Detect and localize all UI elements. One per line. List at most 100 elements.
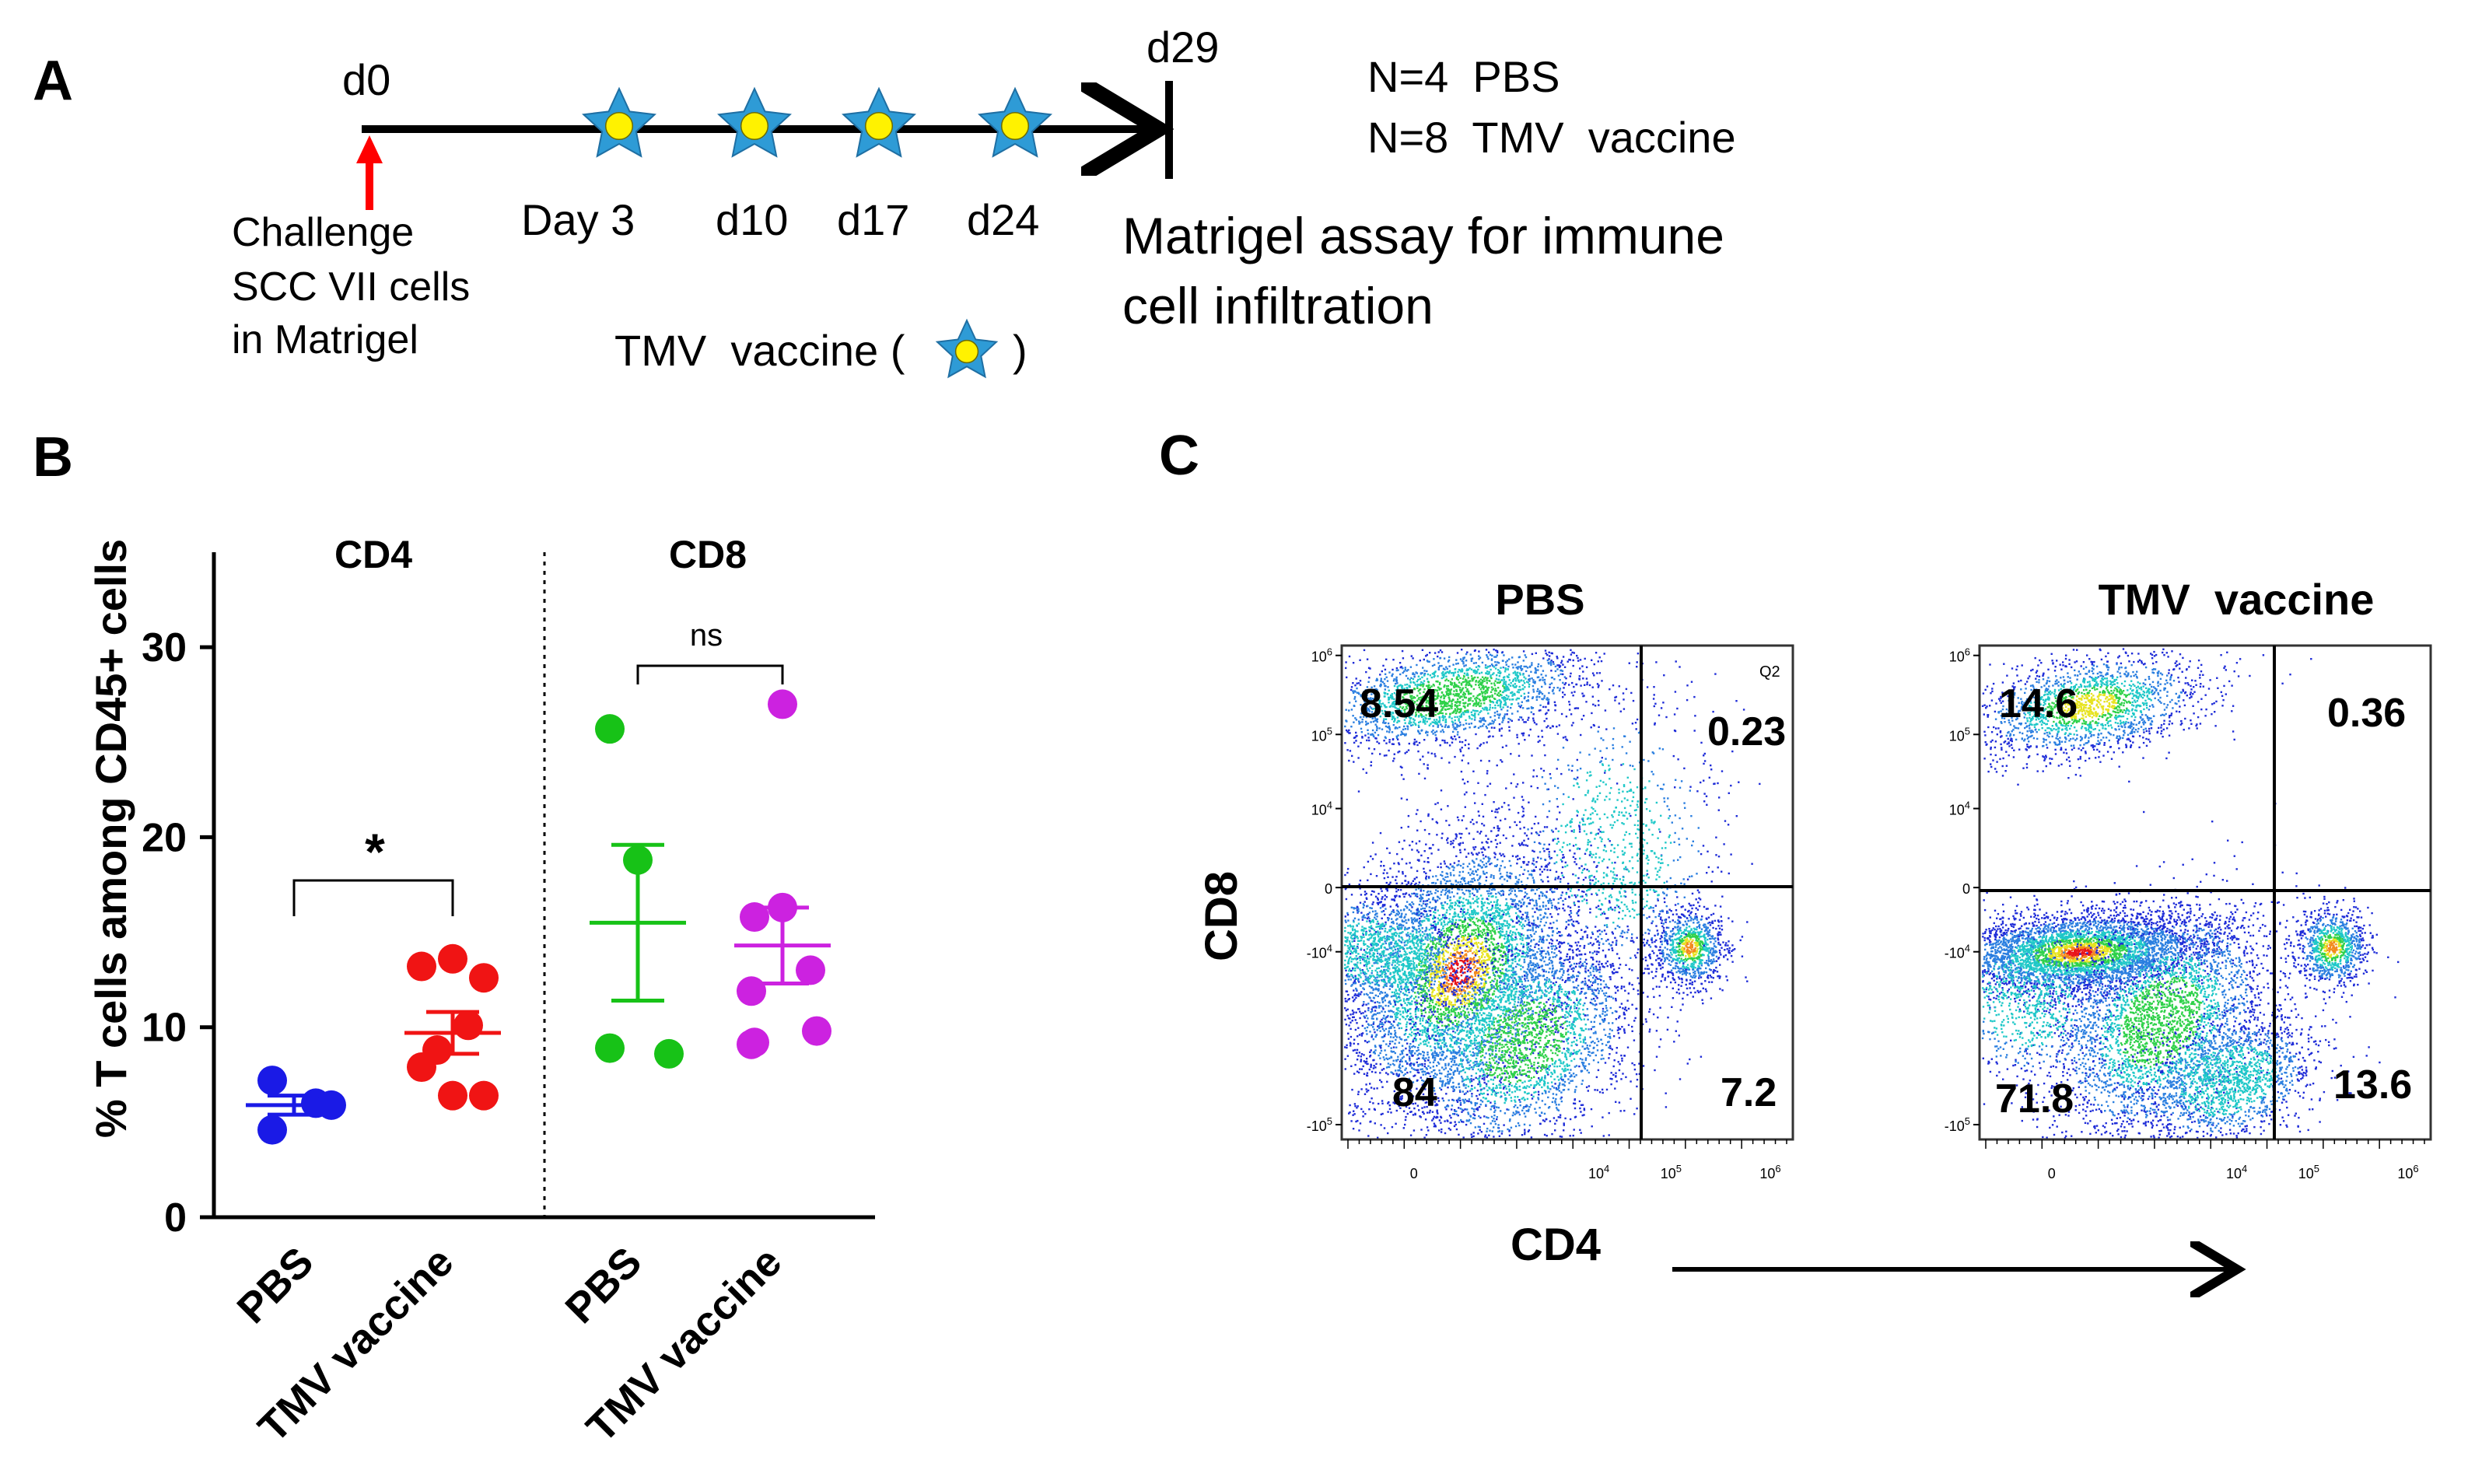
flow-event: [1420, 660, 1421, 661]
flow-event: [1511, 691, 1513, 693]
flow-event: [1507, 660, 1508, 661]
flow-event: [1605, 709, 1606, 711]
flow-event: [1636, 666, 1637, 667]
flow-event: [1455, 663, 1457, 664]
flow-event: [1518, 691, 1520, 693]
flow-event: [1448, 716, 1450, 718]
flow-event: [1524, 739, 1525, 740]
flow-event: [1513, 672, 1514, 674]
flow-event: [1442, 719, 1444, 721]
data-point: [407, 1052, 436, 1082]
flow-event: [1549, 684, 1551, 685]
flow-event: [1503, 654, 1504, 656]
flow-event: [1530, 671, 1532, 673]
flow-event: [1491, 655, 1493, 656]
flow-event: [1411, 655, 1413, 656]
flow-event: [1407, 677, 1409, 679]
flow-event: [1629, 663, 1630, 664]
flow-event: [1346, 677, 1347, 678]
y-ticks: 0102030: [142, 625, 214, 1241]
flow-event: [1504, 697, 1506, 698]
star-center: [866, 113, 893, 140]
flow-event: [1465, 723, 1467, 724]
flow-event: [1500, 680, 1502, 681]
flow-event: [1445, 667, 1447, 668]
flow-event: [1434, 732, 1436, 733]
flow-event: [1521, 702, 1523, 703]
flow-event: [1367, 733, 1369, 734]
flow-event: [1501, 697, 1503, 698]
flow-event: [1440, 657, 1441, 659]
flow-event: [1523, 660, 1525, 661]
flow-event: [1378, 734, 1379, 736]
flow-event: [1511, 663, 1513, 665]
flow-event: [1556, 726, 1557, 727]
flow-event: [1479, 673, 1480, 674]
flow-event: [1425, 655, 1427, 656]
flow-event: [1471, 660, 1472, 662]
flow-event: [1486, 709, 1488, 711]
flow-event: [1355, 732, 1357, 733]
flow-event: [1553, 687, 1555, 688]
flow-event: [1444, 726, 1446, 728]
dose-label-d24: d24: [967, 195, 1039, 244]
flow-event: [1451, 672, 1452, 674]
flow-event: [1368, 740, 1370, 741]
flow-event: [1430, 674, 1431, 676]
flow-event: [1418, 676, 1420, 677]
flow-event: [1478, 713, 1479, 715]
flow-event: [1472, 700, 1473, 702]
flow-event: [1386, 730, 1388, 732]
flow-event: [1566, 716, 1567, 717]
flow-event: [1353, 761, 1354, 762]
flow-event: [1479, 745, 1481, 747]
flow-event: [1494, 712, 1496, 713]
flow-event: [1385, 659, 1387, 660]
data-point: [469, 1081, 499, 1111]
flow-event: [1366, 740, 1367, 741]
flow-event: [1486, 689, 1488, 691]
flow-event: [1435, 734, 1437, 736]
flow-event: [1399, 662, 1401, 663]
flow-event: [1500, 706, 1501, 708]
flow-event: [1573, 686, 1574, 688]
flow-event: [1531, 754, 1532, 756]
dose-label-d10: d10: [716, 195, 788, 244]
flow-event: [1571, 724, 1573, 726]
flow-event: [1461, 668, 1462, 670]
flow-event: [1433, 658, 1434, 660]
flow-event: [1542, 677, 1543, 678]
y-tick-label: 20: [142, 815, 187, 860]
data-point: [453, 1010, 483, 1040]
flow-event: [1516, 734, 1518, 736]
flow-event: [1383, 740, 1385, 741]
flow-event: [1472, 695, 1474, 697]
flow-event: [1455, 719, 1456, 721]
flow-event: [1574, 652, 1575, 653]
flow-event: [1525, 654, 1526, 656]
flow-event: [1495, 656, 1497, 657]
flow-event: [1598, 704, 1599, 705]
flow-event: [1409, 743, 1410, 744]
flow-event: [1528, 684, 1530, 685]
flow-event: [1594, 663, 1595, 665]
assay-line-2: cell infiltration: [1122, 277, 1434, 334]
flow-event: [1459, 749, 1461, 751]
flow-event: [1562, 663, 1563, 665]
flow-event: [1485, 664, 1486, 666]
flow-event: [1465, 740, 1466, 741]
flow-event: [1356, 719, 1357, 720]
flow-event: [1453, 673, 1455, 674]
flow-event: [1517, 675, 1518, 677]
flow-event: [1440, 744, 1441, 746]
flow-event: [1346, 709, 1347, 711]
flow-event: [1423, 674, 1425, 676]
flow-event: [1419, 742, 1420, 744]
flow-event: [1583, 715, 1584, 716]
flow-event: [1416, 740, 1417, 742]
flow-event: [1344, 742, 1346, 744]
star-center: [606, 113, 633, 140]
flow-event: [1500, 705, 1501, 706]
flow-event: [1483, 681, 1485, 682]
flow-event: [1497, 711, 1498, 712]
